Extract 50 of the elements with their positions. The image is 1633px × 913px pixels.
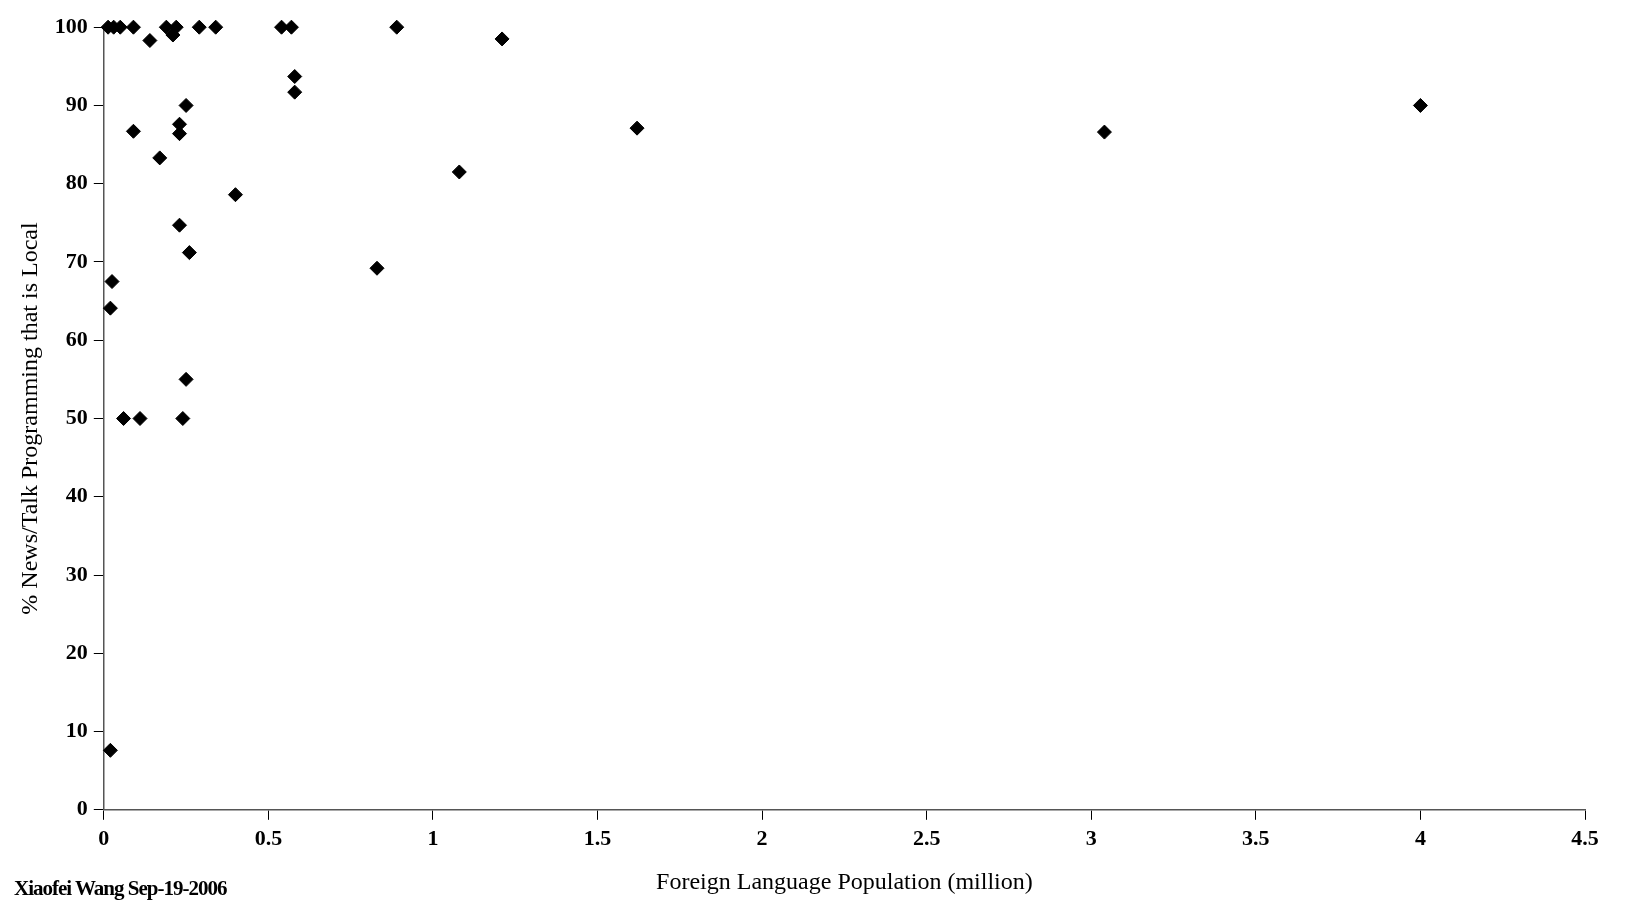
x-axis-title: Foreign Language Population (million) [656, 867, 1033, 894]
x-tick-label: 1 [427, 824, 439, 850]
point [125, 123, 141, 139]
point [152, 150, 168, 166]
point [104, 274, 120, 290]
point [172, 217, 188, 233]
y-tick-label: 90 [65, 91, 88, 117]
point [287, 84, 303, 100]
point [178, 97, 194, 113]
y-axis-title: % News/Talk Programming that is Local [15, 222, 42, 615]
x-tick-label: 3 [1085, 824, 1097, 850]
point [132, 411, 148, 426]
y-tick-label: 30 [65, 560, 88, 586]
point [1412, 97, 1428, 113]
point [102, 300, 118, 316]
x-tick-label: 0 [98, 824, 110, 850]
x-tick-label: 4 [1414, 824, 1426, 850]
y-tick-label: 40 [65, 482, 88, 508]
y-tick-label: 70 [65, 247, 88, 273]
point [1096, 124, 1112, 140]
text: Xiaofei Wang Sep-19-2006 [14, 876, 227, 901]
point [389, 19, 405, 35]
point [178, 371, 194, 387]
point [227, 187, 243, 203]
x-tick-label: 0.5 [254, 824, 283, 850]
y-tick-label: 100 [54, 12, 88, 38]
y-tick-label: 20 [65, 638, 88, 664]
y-tick-label: 60 [65, 325, 88, 351]
y-tick-label: 10 [65, 717, 88, 743]
x-tick-label: 3.5 [1242, 824, 1270, 850]
y-tick-label: 0 [76, 795, 88, 821]
x-tick-label: 2.5 [912, 824, 941, 850]
x-tick-label: 2 [756, 824, 768, 850]
point [191, 19, 207, 35]
x-tick-label: 1.5 [583, 824, 612, 850]
point [629, 120, 645, 136]
point [142, 33, 158, 48]
point [175, 411, 191, 426]
point [116, 411, 132, 426]
point [181, 245, 197, 261]
point [494, 31, 510, 47]
x-tick-label: 4.5 [1571, 824, 1599, 850]
point [369, 260, 385, 276]
point [208, 19, 224, 35]
y-tick-label: 80 [65, 169, 88, 195]
y-tick-label: 50 [65, 404, 88, 430]
point [451, 164, 467, 180]
point [102, 742, 118, 758]
point [125, 19, 141, 35]
point [287, 69, 303, 84]
